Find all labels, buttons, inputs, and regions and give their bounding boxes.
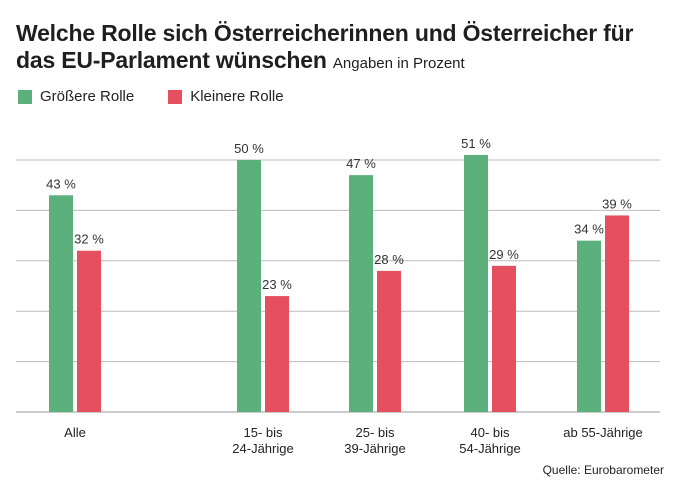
category-label-0: Alle: [64, 425, 86, 440]
data-label-kleinere-1: 23 %: [262, 277, 292, 292]
category-label-2: 25- bis: [355, 425, 395, 440]
data-label-groessere-1: 50 %: [234, 141, 264, 156]
legend-swatch-red: [168, 89, 183, 104]
chart-title-text: Welche Rolle sich Österreicherinnen und …: [16, 20, 634, 73]
data-label-groessere-2: 47 %: [346, 156, 376, 171]
bar-kleinere-4: [605, 215, 629, 412]
data-label-kleinere-0: 32 %: [74, 232, 104, 247]
legend-swatch-green: [18, 89, 32, 104]
data-label-groessere-4: 34 %: [574, 222, 604, 237]
category-label-3: 40- bis: [470, 425, 510, 440]
legend-item-groessere-rolle: Größere Rolle: [18, 88, 134, 105]
category-label-1: 15- bis: [243, 425, 283, 440]
category-label-1-line2: 24-Jährige: [232, 441, 293, 456]
category-label-3-line2: 54-Jährige: [459, 441, 520, 456]
bar-kleinere-1: [265, 296, 289, 412]
bar-groessere-0: [49, 195, 73, 412]
category-label-4: ab 55-Jährige: [563, 425, 643, 440]
bar-groessere-2: [349, 175, 373, 412]
data-label-kleinere-2: 28 %: [374, 252, 404, 267]
data-label-kleinere-3: 29 %: [489, 247, 519, 262]
legend-label-groessere-rolle: Größere Rolle: [40, 88, 135, 105]
legend-label-kleinere-rolle: Kleinere Rolle: [190, 88, 284, 105]
data-label-kleinere-4: 39 %: [602, 196, 632, 211]
bar-groessere-3: [464, 154, 488, 412]
data-label-groessere-3: 51 %: [461, 136, 491, 151]
chart-subtitle: Angaben in Prozent: [332, 55, 465, 72]
bar-kleinere-0: [77, 250, 101, 412]
bar-kleinere-2: [377, 270, 401, 412]
source-note: Quelle: Eurobarometer: [542, 463, 664, 477]
category-label-2-line2: 39-Jährige: [344, 441, 405, 456]
bar-kleinere-3: [492, 265, 516, 412]
legend: Größere Rolle Kleinere Rolle: [18, 88, 284, 105]
legend-item-kleinere-rolle: Kleinere Rolle: [168, 88, 284, 105]
bar-groessere-4: [577, 240, 601, 412]
chart-title: Welche Rolle sich Österreicherinnen und …: [16, 20, 666, 77]
data-label-groessere-0: 43 %: [46, 176, 76, 191]
bar-groessere-1: [237, 160, 261, 412]
